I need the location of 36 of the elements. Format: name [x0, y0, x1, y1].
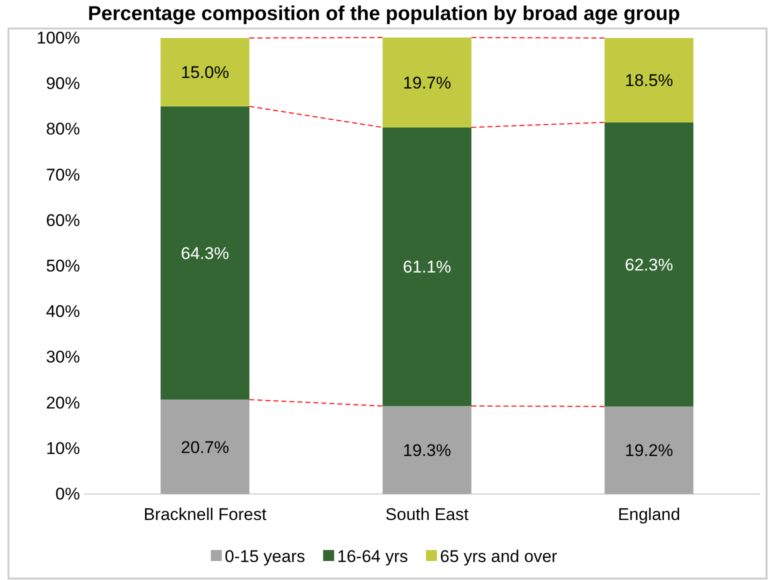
x-tick-label: South East: [385, 505, 469, 524]
bar: [160, 106, 250, 400]
y-tick-label: 100%: [36, 28, 80, 48]
data-label: 19.2%: [624, 441, 674, 460]
y-tick-label: 40%: [46, 302, 80, 322]
bar: [160, 400, 250, 494]
chart-title: Percentage composition of the population by broad age group: [88, 3, 680, 25]
bar: [604, 406, 694, 494]
bar: [382, 406, 472, 494]
bar: [604, 122, 694, 406]
y-tick-label: 20%: [46, 393, 80, 412]
bar: [160, 38, 250, 106]
y-tick-label: 50%: [46, 256, 80, 276]
data-label: 15.0%: [180, 63, 230, 82]
data-label: 19.7%: [402, 73, 452, 92]
y-tick-label: 70%: [46, 165, 80, 184]
bar: [604, 38, 694, 122]
data-label: 64.3%: [180, 244, 230, 263]
y-tick-label: 0%: [55, 484, 80, 504]
legend-label: 65 yrs and over: [440, 546, 558, 566]
bar: [382, 127, 472, 406]
data-label: 61.1%: [402, 258, 452, 277]
data-label: 62.3%: [624, 255, 674, 274]
y-tick-label: 60%: [46, 210, 80, 230]
y-tick-label: 80%: [46, 120, 80, 139]
legend-label: 0-15 years: [224, 546, 306, 566]
y-tick-label: 90%: [46, 74, 80, 94]
x-tick-label: England: [618, 505, 680, 524]
bar: [382, 38, 472, 128]
y-tick-label: 30%: [46, 348, 80, 367]
legend-label: 16-64 yrs: [337, 546, 408, 566]
data-label: 19.3%: [402, 440, 452, 460]
data-label: 18.5%: [624, 71, 674, 90]
x-tick-label: Bracknell Forest: [144, 505, 267, 524]
y-tick-label: 10%: [46, 438, 80, 458]
data-label: 20.7%: [180, 438, 230, 457]
